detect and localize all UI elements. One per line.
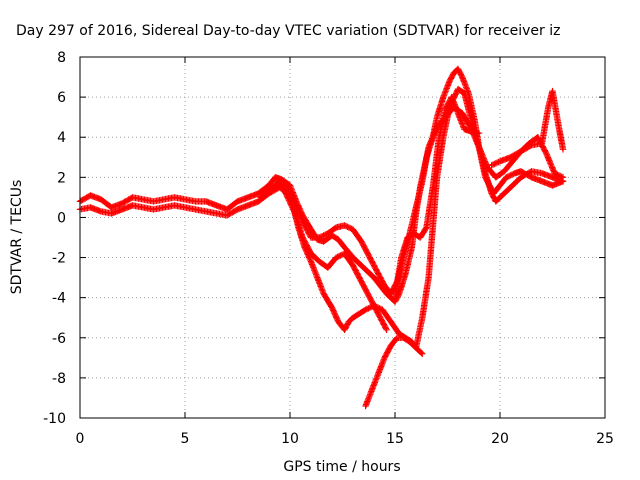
- series-6: [488, 87, 567, 169]
- series-7: [274, 178, 390, 333]
- series-4: [362, 334, 426, 410]
- series-markers: [76, 65, 567, 305]
- data-marks: [76, 65, 567, 410]
- series-2: [76, 85, 567, 351]
- y-tick-label: 0: [57, 210, 66, 226]
- grid: [80, 57, 605, 418]
- plot-frame: [79, 56, 606, 419]
- y-tick-label: -6: [52, 331, 66, 347]
- x-tick-label: 20: [491, 431, 509, 447]
- y-tick-label: -10: [43, 411, 66, 427]
- x-tick-label: 5: [181, 431, 190, 447]
- series-markers: [76, 85, 567, 351]
- y-tick-label: 6: [57, 90, 66, 106]
- series-markers: [362, 334, 426, 410]
- series-markers: [391, 93, 483, 301]
- y-tick-label: -8: [52, 371, 66, 387]
- x-tick-label: 15: [386, 431, 404, 447]
- chart-title: Day 297 of 2016, Sidereal Day-to-day VTE…: [16, 23, 560, 39]
- x-tick-label: 0: [76, 431, 85, 447]
- y-tick-label: 8: [57, 50, 66, 66]
- series-3: [257, 103, 567, 297]
- y-axis-label: SDTVAR / TECUs: [9, 180, 25, 295]
- series-markers: [274, 178, 390, 333]
- series-markers: [488, 87, 567, 169]
- y-tick-label: 4: [57, 130, 66, 146]
- series-5: [391, 93, 483, 301]
- y-tick-label: 2: [57, 170, 66, 186]
- x-tick-label: 25: [596, 431, 614, 447]
- series-markers: [257, 103, 567, 297]
- series-1: [76, 65, 567, 305]
- x-axis-label: GPS time / hours: [283, 459, 400, 475]
- axis-ticks: 0 5 10 15 20 25 -10 -8 -6 -4 -2 0 2 4 6 8: [43, 50, 614, 447]
- y-tick-label: -2: [52, 251, 66, 267]
- y-tick-label: -4: [52, 291, 66, 307]
- x-tick-label: 10: [281, 431, 299, 447]
